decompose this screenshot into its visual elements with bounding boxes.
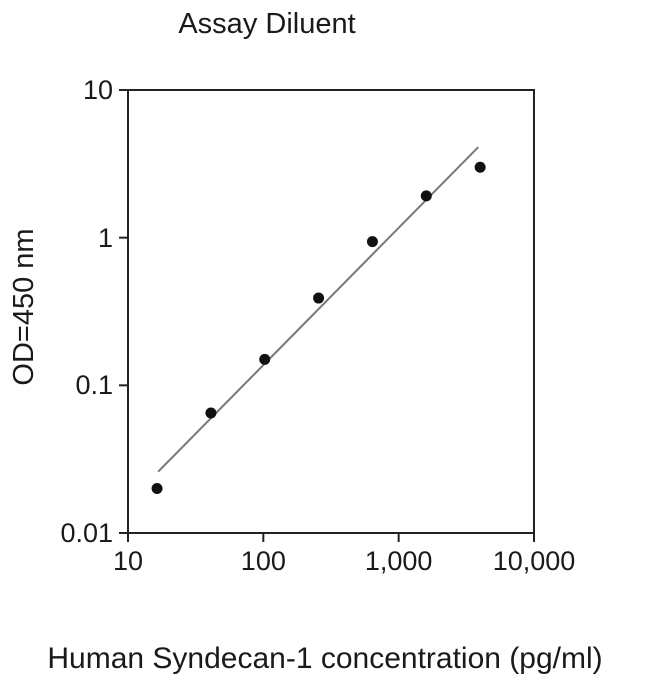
- x-tick-label: 1,000: [364, 546, 433, 576]
- x-axis-title: Human Syndecan-1 concentration (pg/ml): [47, 642, 603, 674]
- chart-title: Assay Diluent: [178, 8, 356, 40]
- y-tick-label: 0.01: [60, 518, 113, 548]
- y-tick-label: 10: [82, 75, 113, 105]
- data-point: [474, 161, 486, 173]
- data-point: [420, 190, 432, 202]
- x-tick-label: 100: [240, 546, 286, 576]
- data-point: [259, 353, 271, 365]
- x-tick-label: 10,000: [492, 546, 576, 576]
- y-tick-label: 1: [97, 222, 113, 253]
- data-point: [205, 407, 217, 419]
- data-point: [313, 292, 325, 304]
- data-point: [366, 236, 378, 248]
- x-tick-label: 10: [112, 546, 144, 576]
- data-point: [151, 483, 163, 495]
- plot-border: [127, 89, 535, 534]
- y-tick-label: 0.1: [75, 370, 113, 401]
